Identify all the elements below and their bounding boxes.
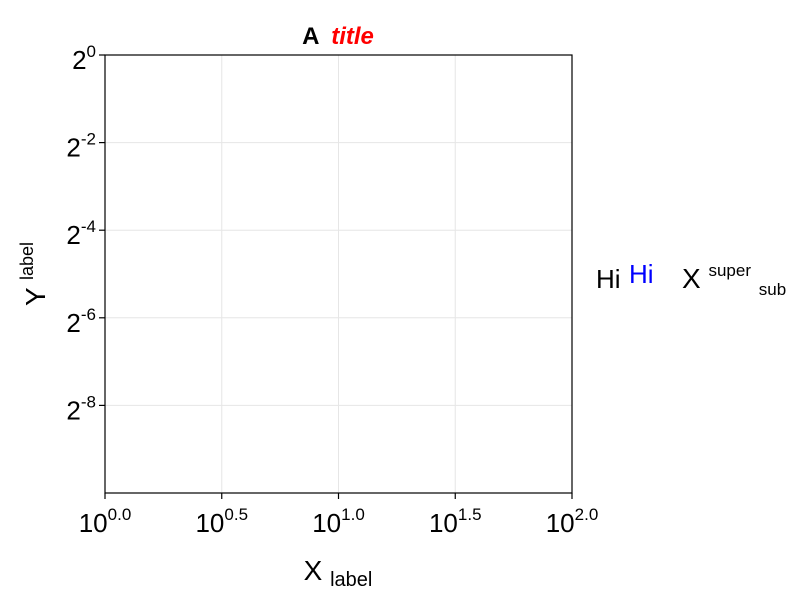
x-tick-label-base: 10 [546, 508, 575, 538]
y-tick-label: 2-8 [66, 392, 96, 425]
x-tick-label-exponent: 1.5 [458, 505, 482, 524]
x-tick-label: 101.0 [312, 505, 365, 538]
x-tick-label-exponent: 0.0 [108, 505, 132, 524]
annotation-x-super-sub: X super sub [682, 251, 786, 299]
annotation-x-base: X [682, 263, 701, 294]
y-axis-label-superscript: label [17, 242, 37, 280]
y-tick-label-base: 2 [66, 133, 80, 163]
x-tick-label-exponent: 1.0 [341, 505, 365, 524]
y-tick-label-exponent: 0 [87, 42, 96, 61]
grid-layer [105, 55, 572, 493]
x-axis: 100.0 100.5 101.0 101.5 102.0 [79, 493, 599, 538]
y-tick-label-exponent: -4 [81, 217, 96, 236]
annotation-x-subscript: sub [759, 280, 786, 299]
x-tick-label: 100.5 [195, 505, 248, 538]
x-tick-label: 101.5 [429, 505, 482, 538]
y-tick-label: 20 [72, 42, 96, 75]
chart-title-emphasis: title [331, 23, 374, 50]
y-tick-label-exponent: -8 [81, 392, 96, 411]
y-axis-label-base: Y [20, 287, 51, 306]
y-axis: 202-22-42-62-8 [66, 42, 105, 425]
x-tick-label-base: 10 [429, 508, 458, 538]
annotation-x-superscript: super [708, 261, 751, 280]
x-tick-label-base: 10 [312, 508, 341, 538]
y-tick-label: 2-2 [66, 130, 96, 163]
y-tick-label-base: 2 [66, 308, 80, 338]
chart-title-prefix: A [302, 23, 319, 50]
y-tick-label: 2-6 [66, 305, 96, 338]
y-axis-label: Y label [17, 242, 51, 306]
x-axis-label: X label [304, 555, 373, 591]
y-tick-label-exponent: -2 [81, 130, 96, 149]
x-tick-label-exponent: 2.0 [575, 505, 599, 524]
x-axis-label-base: X [304, 555, 323, 586]
y-tick-label-base: 2 [72, 45, 86, 75]
x-tick-label: 100.0 [79, 505, 132, 538]
x-tick-label: 102.0 [546, 505, 599, 538]
x-tick-label-exponent: 0.5 [224, 505, 248, 524]
chart-title: A title [302, 23, 374, 50]
annotation-hi-black: Hi [596, 264, 621, 294]
y-tick-label-base: 2 [66, 220, 80, 250]
annotation-hi-blue: Hi [629, 259, 654, 289]
x-tick-label-base: 10 [195, 508, 224, 538]
x-axis-label-subscript: label [330, 569, 372, 591]
x-tick-label-base: 10 [79, 508, 108, 538]
y-tick-label-exponent: -6 [81, 305, 96, 324]
y-tick-label-base: 2 [66, 395, 80, 425]
y-tick-label: 2-4 [66, 217, 96, 250]
